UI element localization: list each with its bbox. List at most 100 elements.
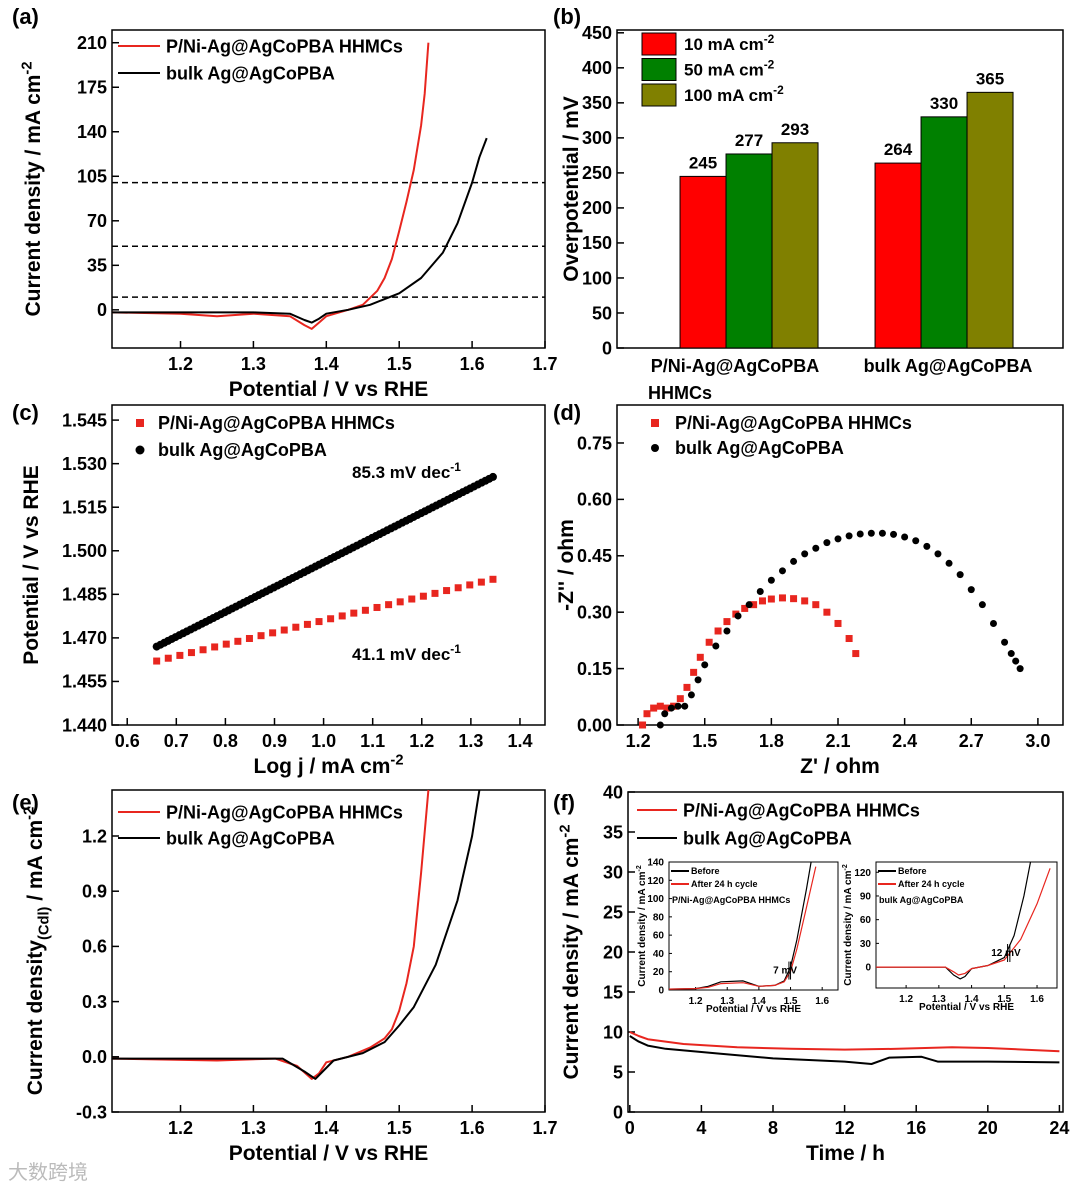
y-tick-label: 1.545	[62, 410, 107, 430]
bar-value-label: 245	[689, 153, 717, 172]
data-point-circle	[488, 472, 497, 481]
panel-f: (f) 0 4 8 12 16 20 24 0 5 10 15 20 25 30 35 40 Time / h Cu…	[553, 782, 1069, 1165]
inset-series-line-1	[668, 866, 817, 990]
data-point-square	[361, 606, 369, 614]
data-point-square	[651, 419, 659, 427]
panel-label: (a)	[12, 4, 39, 29]
x-tick-label: 1.1	[360, 731, 385, 751]
bar	[874, 162, 922, 349]
y-tick-label: 450	[582, 23, 612, 43]
data-point-square	[454, 584, 462, 592]
x-tick-label: 4	[696, 1118, 706, 1138]
data-point-circle	[790, 557, 798, 565]
legend-label: P/Ni-Ag@AgCoPBA HHMCs	[683, 800, 920, 820]
legend-label-part: 50 mA cm	[684, 61, 764, 80]
data-point-circle	[812, 544, 820, 552]
x-tick-label: 1.6	[1030, 994, 1044, 1005]
y-tick-label: 40	[653, 949, 665, 960]
x-tick-label: 16	[906, 1118, 926, 1138]
inset-2: 1.2 1.3 1.4 1.5 1.6 0 30 60 90 120 Potential / V v…	[842, 861, 1058, 1013]
legend-label: P/Ni-Ag@AgCoPBA HHMCs	[166, 36, 403, 56]
data-point-square	[650, 704, 658, 712]
x-tick-label: 1.3	[241, 354, 266, 374]
bar-value-label: 277	[735, 131, 763, 150]
data-point-square	[683, 683, 691, 691]
data-point-square	[280, 626, 288, 634]
legend-label: P/Ni-Ag@AgCoPBA HHMCs	[158, 413, 395, 433]
data-point-square	[778, 594, 786, 602]
inset-title: bulk Ag@AgCoPBA	[879, 895, 964, 905]
y-tick-label: 30	[603, 862, 623, 882]
inset-background	[668, 862, 838, 990]
data-point-circle	[856, 530, 864, 538]
x-axis-label: Potential / V vs RHE	[229, 1142, 429, 1165]
x-tick-label: 12	[835, 1118, 855, 1138]
y-tick-label: 105	[77, 167, 107, 187]
y-axis-label-part: -2	[558, 824, 574, 837]
y-tick-label: 20	[603, 942, 623, 962]
y-axis-label: Current density / mA cm-2	[842, 864, 854, 986]
y-axis-label: Current density / mA cm-2	[558, 824, 583, 1079]
bar-value-label: 330	[930, 94, 958, 113]
y-tick-label: 1.470	[62, 628, 107, 648]
legend-label: After 24 h cycle	[691, 879, 758, 889]
data-point-circle	[734, 612, 742, 620]
data-point-square	[396, 598, 404, 606]
y-axis-label-part: -2	[22, 807, 38, 820]
bar-value-label: 365	[976, 69, 1004, 88]
legend-swatch	[641, 83, 677, 107]
x-tick-label: 1.4	[752, 996, 766, 1007]
series-line-0	[111, 42, 430, 330]
y-tick-label: 210	[77, 33, 107, 53]
data-point-circle	[723, 627, 731, 635]
x-tick-label: 2.1	[825, 731, 850, 751]
data-point-circle	[934, 550, 942, 558]
data-point-square	[257, 632, 265, 640]
x-tick-label: 1.3	[932, 994, 946, 1005]
data-point-square	[303, 620, 311, 628]
x-tick-label: 1.2	[689, 996, 703, 1007]
data-point-square	[153, 657, 161, 665]
y-tick-label: 0.15	[577, 659, 612, 679]
x-tick-label: 1.5	[997, 994, 1011, 1005]
shift-annotation: 7 mV	[773, 966, 797, 977]
y-axis-label-part: -2	[20, 61, 36, 74]
data-point-square	[690, 668, 698, 676]
bar-value-label: 264	[884, 140, 913, 159]
data-point-square	[443, 587, 451, 595]
data-point-circle	[845, 532, 853, 540]
y-tick-label: 20	[653, 967, 665, 978]
y-tick-label: 15	[603, 982, 623, 1002]
series-line-1	[629, 1035, 1060, 1065]
y-tick-label: 0	[865, 963, 871, 974]
y-tick-label: 0	[613, 1102, 623, 1122]
data-point-square	[723, 618, 731, 626]
y-tick-label: 10	[603, 1022, 623, 1042]
panel-c: (c) 0.6 0.7 0.8 0.9 1.0 1.1 1.2 1.3 1.4 1.440 1.455…	[12, 400, 546, 778]
y-tick-label: 25	[603, 902, 623, 922]
bar	[725, 153, 773, 349]
data-point-circle	[901, 533, 909, 541]
y-tick-label: 0.30	[577, 602, 612, 622]
legend-label: P/Ni-Ag@AgCoPBA HHMCs	[166, 802, 403, 822]
data-point-circle	[801, 550, 809, 558]
x-axis-label-part: Log j / mA cm	[254, 755, 391, 778]
data-point-square	[136, 419, 144, 427]
y-tick-label: 400	[582, 58, 612, 78]
y-axis-label: Current density / mA cm-2	[636, 865, 648, 987]
legend-label: 10 mA cm-2	[684, 32, 775, 54]
data-point-square	[477, 578, 485, 586]
data-point-square	[643, 710, 651, 718]
y-tick-label: 120	[854, 868, 871, 879]
slope-annotation: 85.3 mV dec-1	[352, 460, 461, 482]
x-axis-label-part: Potential / V vs RHE	[229, 1142, 429, 1165]
y-tick-label: 60	[653, 931, 665, 942]
y-tick-label: 1.485	[62, 585, 107, 605]
data-point-circle	[135, 445, 145, 455]
bar	[679, 175, 727, 349]
y-axis-label-part: Current density / mA cm	[22, 75, 45, 317]
plot-frame	[111, 789, 546, 1113]
y-tick-label: 60	[860, 915, 872, 926]
slope-annotation-part: -1	[450, 460, 461, 474]
x-axis-label: Potential / V vs RHE	[919, 1002, 1014, 1013]
